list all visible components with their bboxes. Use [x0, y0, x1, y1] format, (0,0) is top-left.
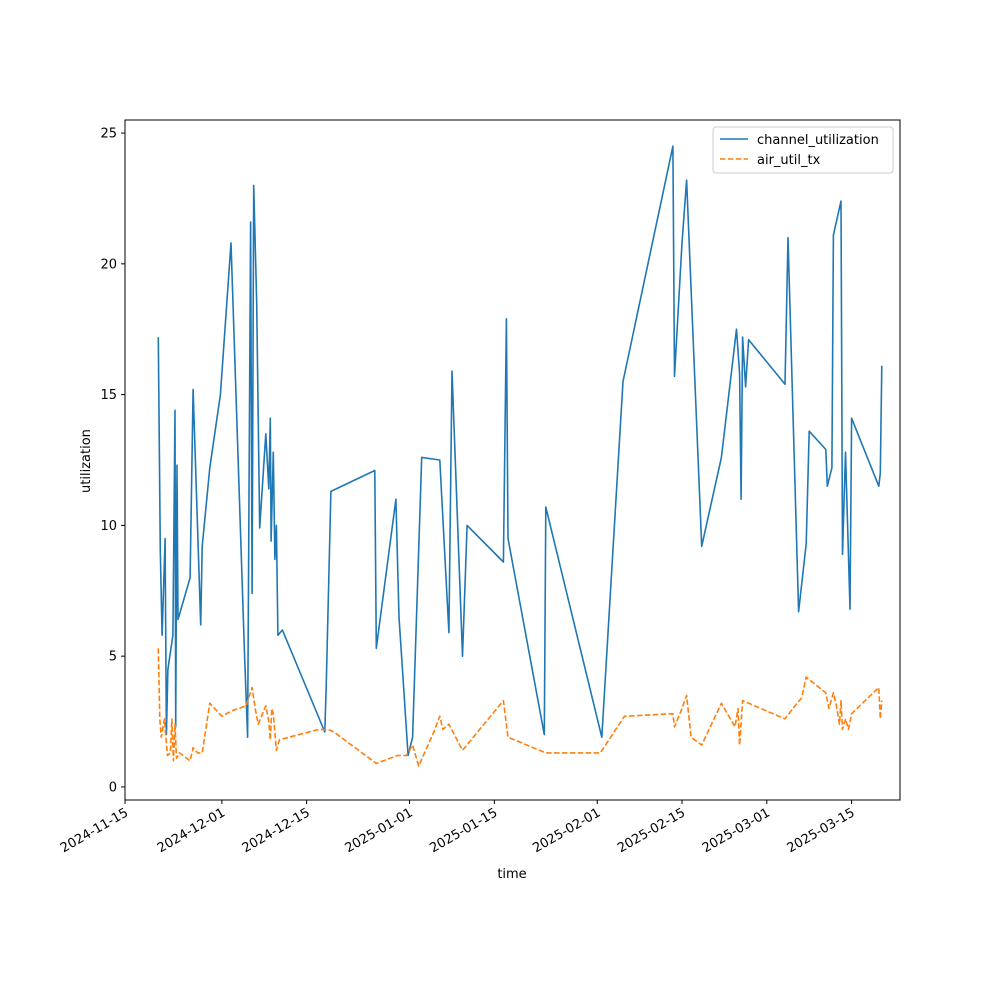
y-axis-label: utilization: [79, 429, 94, 493]
series-layer: [157, 145, 883, 767]
y-axis: 0 5 10 15 20 25: [100, 127, 125, 795]
series-line-channel-utilization: [157, 145, 883, 757]
y-tick-label: 0: [109, 780, 117, 795]
legend-label-channel-utilization: channel_utilization: [757, 133, 879, 148]
legend-box: [712, 126, 894, 174]
legend-label-air-util-tx: air_util_tx: [757, 153, 821, 168]
y-tick-label: 25: [100, 127, 117, 142]
y-tick-label: 15: [100, 388, 117, 403]
y-tick-label: 5: [109, 650, 117, 665]
y-tick-label: 10: [100, 519, 117, 534]
plot-frame: [124, 119, 901, 801]
x-axis-label: time: [497, 867, 526, 882]
legend: channel_utilization air_util_tx: [712, 126, 894, 174]
y-tick-label: 20: [100, 257, 117, 272]
series-line-air-util-tx: [157, 648, 883, 767]
